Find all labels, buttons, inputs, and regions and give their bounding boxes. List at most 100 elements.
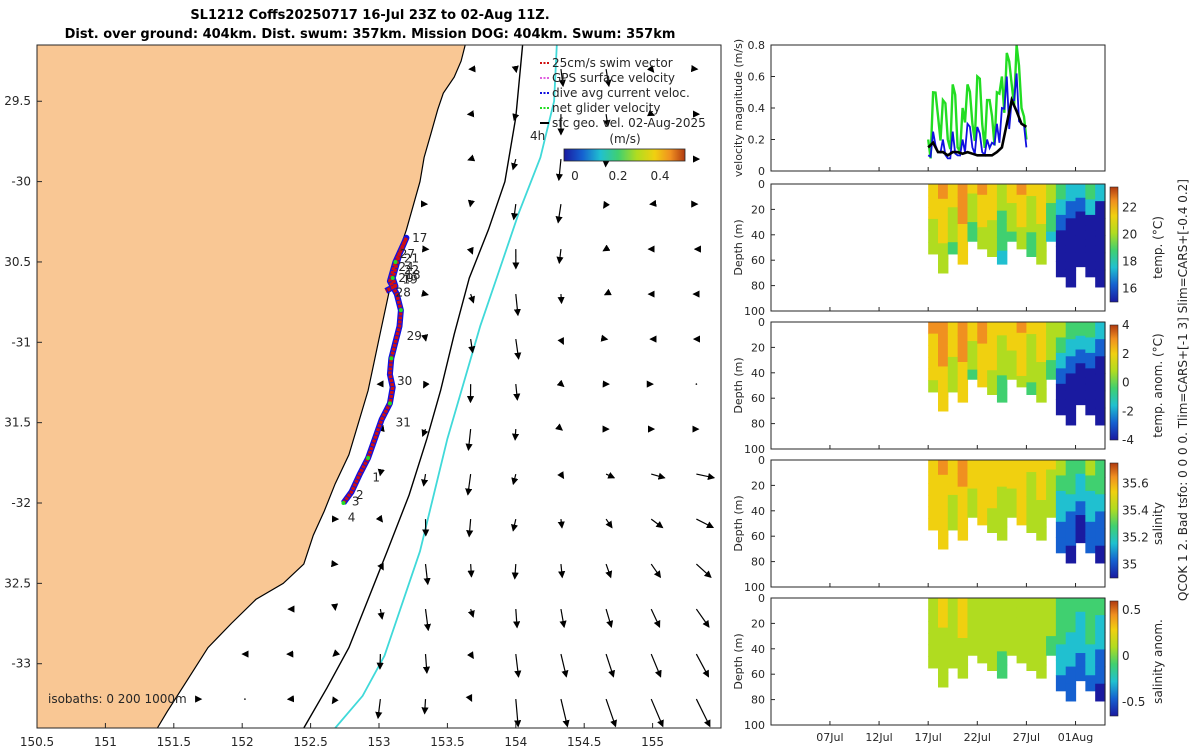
- heat-cell: [1065, 252, 1077, 271]
- heat-cell: [947, 518, 959, 531]
- heat-cell: [1085, 506, 1096, 523]
- cbar-tick: 35.6: [1122, 476, 1149, 490]
- heat-cell: [1046, 469, 1057, 480]
- heat-cell: [967, 488, 978, 499]
- heat-cell: [1026, 460, 1037, 473]
- colorbar-rect: [563, 148, 686, 162]
- heat-cell: [928, 506, 939, 519]
- heat-cell: [928, 494, 939, 508]
- depth-tick: 20: [751, 479, 765, 492]
- heat-cell: [1036, 526, 1047, 541]
- heat-cell: [967, 479, 978, 490]
- cbar-tick: -0.5: [1122, 695, 1145, 709]
- heat-cell: [1036, 362, 1047, 376]
- arrow: [513, 609, 521, 629]
- heat-cell: [1085, 460, 1096, 477]
- heat-cell: [1075, 501, 1086, 516]
- lon-tick-label: 154.5: [567, 735, 601, 749]
- heat-cell: [928, 621, 939, 634]
- depth-tick: 80: [751, 280, 765, 293]
- heat-cell: [957, 184, 969, 198]
- heat-cell: [938, 336, 949, 353]
- heat-cell: [947, 380, 959, 393]
- arrow: [421, 289, 429, 297]
- heat-cell: [996, 335, 1008, 350]
- heat-cell: [977, 598, 988, 610]
- heat-cell: [938, 213, 949, 230]
- heat-cell: [1055, 598, 1067, 615]
- heat-cell: [1026, 484, 1037, 497]
- legend-label: GPS surface velocity: [552, 71, 675, 85]
- heat-cell: [996, 322, 1008, 336]
- heat-cell: [987, 658, 998, 671]
- heat-cell: [987, 370, 998, 383]
- cbar-tick: 20: [1122, 227, 1137, 241]
- heat-cell: [1016, 641, 1028, 653]
- arrow: [557, 471, 565, 480]
- day-label: 31: [396, 416, 411, 430]
- heat-cell: [957, 322, 969, 336]
- heat-cell: [1006, 469, 1018, 480]
- arrow: [602, 244, 611, 252]
- heat-cell: [1065, 390, 1077, 409]
- heat-cell: [957, 197, 969, 212]
- depth-tick: 20: [751, 341, 765, 354]
- heat-cell: [1046, 626, 1057, 637]
- heat-cell: [1095, 460, 1106, 478]
- heat-cell: [938, 598, 949, 614]
- track-point: [390, 276, 395, 281]
- heat-cell: [928, 218, 939, 232]
- heat-cell: [1085, 383, 1096, 400]
- heat-cell: [1095, 598, 1106, 616]
- heat-cell: [928, 345, 939, 358]
- heat-cell: [1036, 348, 1047, 363]
- heat-cell: [1006, 203, 1018, 214]
- heat-cell: [987, 208, 998, 221]
- cbar-tick: -2: [1122, 404, 1134, 418]
- heat-cell: [996, 375, 1008, 390]
- arrow: [423, 380, 430, 389]
- vel-ytick: 0: [758, 165, 765, 178]
- heat-cell: [1026, 472, 1037, 485]
- colorbar-title: (m/s): [609, 132, 640, 146]
- heat-cell: [1046, 607, 1057, 618]
- cbar-label: salinity anom.: [1151, 619, 1165, 704]
- heat-cell: [1095, 494, 1106, 513]
- heat-cell: [1075, 197, 1086, 213]
- heat-cell: [957, 224, 969, 238]
- arrow: [605, 698, 617, 728]
- heat-cell: [957, 486, 969, 501]
- depth-ylabel: Depth (m): [732, 219, 745, 275]
- profile-panel-4: 0 20 40 60 80 100 Depth (m) -0.5 0 0.5 salinity an…: [732, 592, 1165, 732]
- heat-cell: [928, 195, 939, 208]
- heat-cell: [977, 216, 988, 228]
- heat-cell: [1016, 322, 1028, 334]
- day-label: 18: [405, 268, 420, 282]
- heat-cell: [977, 630, 988, 642]
- heat-cell: [1065, 598, 1077, 616]
- arrow: [555, 204, 563, 224]
- heat-cell: [1075, 487, 1086, 502]
- heat-cell: [1065, 184, 1077, 202]
- profile-panel-1: 0 20 40 60 80 100 Depth (m) 16 18 20 22 temp. (°C): [732, 178, 1165, 318]
- heat-cell: [938, 519, 949, 535]
- heat-cell: [996, 664, 1008, 679]
- heat-cell: [1075, 598, 1086, 613]
- heat-cell: [987, 232, 998, 245]
- heat-cell: [1006, 507, 1018, 518]
- heat-cell: [1016, 470, 1028, 483]
- arrow: [421, 473, 429, 487]
- heat-cell: [1006, 331, 1018, 342]
- heat-cell: [947, 644, 959, 657]
- heat-cell: [1055, 460, 1067, 477]
- arrow: [331, 696, 339, 705]
- heat-cell: [1036, 197, 1047, 212]
- heat-cell: [1095, 201, 1106, 219]
- day-label: 4: [348, 510, 356, 524]
- heat-cell: [987, 472, 998, 485]
- arrow: [377, 608, 385, 620]
- arrow: [465, 429, 473, 451]
- heat-cell: [938, 534, 949, 550]
